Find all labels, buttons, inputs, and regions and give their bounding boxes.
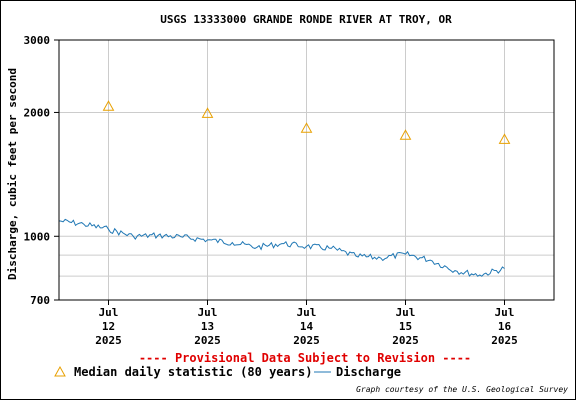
x-tick-label: 2025 xyxy=(95,334,122,347)
legend-discharge-label: Discharge xyxy=(336,365,401,379)
y-tick-labels: 700 1000 2000 3000 xyxy=(24,34,59,307)
x-tick-label: Jul xyxy=(297,306,317,319)
median-marker xyxy=(498,133,511,144)
legend-median-label: Median daily statistic (80 years) xyxy=(74,365,312,379)
median-marker xyxy=(300,122,313,133)
x-tick-label: Jul xyxy=(198,306,218,319)
x-tick-label: 14 xyxy=(300,320,314,333)
x-tick-label: 2025 xyxy=(491,334,518,347)
legend: Median daily statistic (80 years) Discha… xyxy=(54,365,401,379)
discharge-line xyxy=(58,218,505,277)
x-tick-label: 15 xyxy=(399,320,412,333)
grid-lines xyxy=(59,39,554,301)
median-marker xyxy=(102,100,115,111)
x-tick-label: 2025 xyxy=(293,334,320,347)
plot-border xyxy=(58,39,555,301)
y-axis-label: Discharge, cubic feet per second xyxy=(6,68,19,280)
x-tick-label: 2025 xyxy=(392,334,419,347)
median-marker xyxy=(201,107,214,118)
x-tick-label: 13 xyxy=(201,320,214,333)
y-tick-label: 2000 xyxy=(24,106,51,119)
median-legend-triangle-icon xyxy=(54,365,66,377)
x-tick-label: 16 xyxy=(498,320,512,333)
x-tick-label: 2025 xyxy=(194,334,221,347)
y-tick-label: 700 xyxy=(30,294,50,307)
x-tick-label: Jul xyxy=(495,306,515,319)
x-tick-label: Jul xyxy=(396,306,416,319)
credit-text: Graph courtesy of the U.S. Geological Su… xyxy=(356,385,568,394)
series-layer xyxy=(58,100,511,277)
median-marker xyxy=(399,129,412,140)
x-tick-label: 12 xyxy=(102,320,115,333)
y-tick-label: 3000 xyxy=(24,34,51,47)
x-tick-labels: Jul122025Jul132025Jul142025Jul152025Jul1… xyxy=(95,300,518,347)
x-tick-label: Jul xyxy=(99,306,119,319)
chart-title: USGS 13333000 GRANDE RONDE RIVER AT TROY… xyxy=(160,13,452,26)
y-tick-label: 1000 xyxy=(24,230,51,243)
provisional-note: ---- Provisional Data Subject to Revisio… xyxy=(139,351,471,365)
